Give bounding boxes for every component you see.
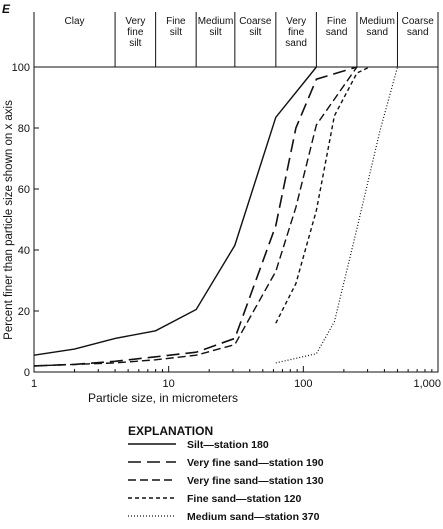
size-class-label: Fine xyxy=(166,16,186,27)
size-class-label: Medium xyxy=(359,16,395,27)
legend: Silt—station 180 Very fine sand—station 1… xyxy=(128,439,324,523)
y-axis-label: Percent finer than particle size shown o… xyxy=(3,100,15,340)
size-class-label: sand xyxy=(326,27,348,38)
size-class-label: Fine xyxy=(327,16,347,27)
x-tick-label: 100 xyxy=(294,378,312,390)
size-class-label: sand xyxy=(407,27,429,38)
plot-frame xyxy=(33,66,439,373)
series-line-5 xyxy=(275,66,399,364)
x-axis-label: Particle size, in micrometers xyxy=(88,391,238,405)
size-class-label: fine xyxy=(288,27,305,38)
series-line-4 xyxy=(275,66,370,324)
y-tick-label: 100 xyxy=(12,62,30,74)
series-group xyxy=(33,66,399,367)
size-class-label: silt xyxy=(170,27,182,38)
y-tick-label: 40 xyxy=(18,245,30,257)
size-class-label: silt xyxy=(129,38,141,49)
panel-label: E xyxy=(2,2,11,16)
legend-entry-label: Silt—station 180 xyxy=(187,439,269,451)
y-axis: 0 20 40 60 80 100 xyxy=(12,62,39,379)
size-class-label: Very xyxy=(125,16,145,27)
y-tick-label: 20 xyxy=(18,306,30,318)
x-tick-label: 1,000 xyxy=(413,378,441,390)
size-class-label: Coarse xyxy=(402,16,435,27)
y-tick-label: 0 xyxy=(24,367,30,379)
size-class-label: Very xyxy=(286,16,306,27)
size-class-label: Clay xyxy=(65,16,85,27)
legend-entry-label: Fine sand—station 120 xyxy=(187,493,302,505)
size-class-label: sand xyxy=(285,38,307,49)
x-tick-label: 10 xyxy=(163,378,175,390)
series-line-3 xyxy=(33,66,358,367)
y-tick-label: 60 xyxy=(18,184,30,196)
size-class-label: silt xyxy=(249,27,261,38)
legend-entry-label: Very fine sand—station 130 xyxy=(187,475,324,487)
series-line-2 xyxy=(33,66,358,367)
x-axis: 1 10 100 1,000 xyxy=(31,366,441,390)
size-class-label: fine xyxy=(127,27,144,38)
size-class-band: Clay VeryfinesiltFinesiltMediumsiltCoarse… xyxy=(33,12,439,67)
legend-entry-label: Medium sand—station 370 xyxy=(187,511,320,523)
y-tick-label: 80 xyxy=(18,123,30,135)
size-class-label: Medium xyxy=(198,16,234,27)
legend-title: EXPLANATION xyxy=(128,424,213,438)
size-class-label: silt xyxy=(209,27,221,38)
x-tick-label: 1 xyxy=(31,378,37,390)
size-class-label: sand xyxy=(366,27,388,38)
legend-entry-label: Very fine sand—station 190 xyxy=(187,457,324,469)
size-class-label: Coarse xyxy=(239,16,272,27)
series-line-1 xyxy=(33,66,317,356)
